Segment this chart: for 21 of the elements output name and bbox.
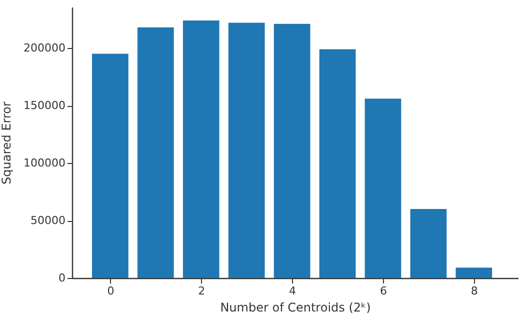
x-tick-label: 4 [289, 284, 296, 298]
x-tick-label: 0 [107, 284, 114, 298]
bar [456, 268, 492, 278]
bar [410, 209, 447, 278]
x-axis-title: Number of Centroids (2ᵏ) [220, 300, 371, 314]
bar [137, 27, 174, 278]
bar [182, 20, 220, 278]
y-tick-label: 150000 [24, 99, 66, 112]
bar [92, 54, 128, 278]
bar [274, 24, 310, 278]
x-tick-label: 8 [470, 284, 478, 298]
x-tick-label: 2 [198, 284, 206, 298]
bar [364, 98, 402, 278]
y-axis-title: Squared Error [0, 101, 14, 184]
y-tick-label: 100000 [24, 156, 66, 170]
bar [228, 22, 265, 278]
bar [319, 49, 356, 278]
y-tick-label: 200000 [24, 42, 66, 55]
y-tick-label: 0 [58, 272, 66, 284]
x-tick-label: 6 [380, 284, 387, 298]
y-tick-label: 50000 [30, 214, 66, 228]
